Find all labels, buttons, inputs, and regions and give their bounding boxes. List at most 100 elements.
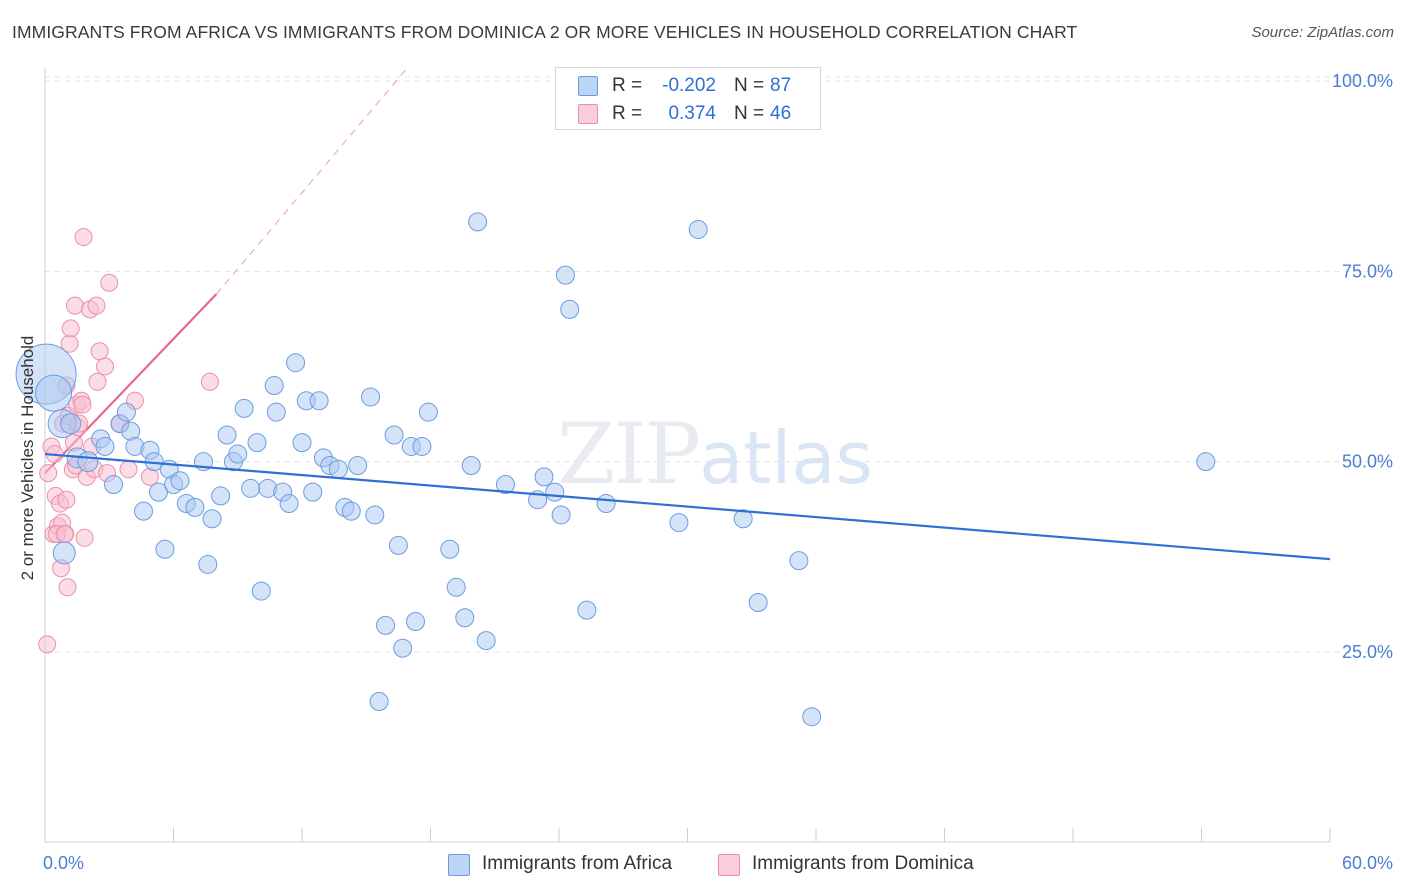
africa-point (60, 413, 82, 435)
source-credit: Source: ZipAtlas.com (1251, 24, 1394, 41)
dominica-point (87, 296, 106, 315)
dominica-point (200, 372, 219, 391)
dominica-trend-extension (215, 65, 410, 295)
africa-point (286, 353, 306, 373)
africa-point (241, 478, 261, 498)
africa-point (251, 581, 271, 601)
africa-point (264, 376, 284, 396)
africa-point (247, 433, 267, 453)
africa-point (228, 444, 248, 464)
africa-point (365, 505, 385, 525)
watermark: ZIPatlas (557, 405, 873, 503)
africa-point (406, 612, 426, 632)
africa-point (560, 299, 580, 319)
africa-point (35, 374, 73, 412)
africa-point (341, 501, 361, 521)
series-legend: Immigrants from Africa Immigrants from D… (0, 852, 1406, 878)
y-tick-label-75: 75.0% (1342, 261, 1393, 281)
dominica-point (74, 228, 93, 247)
africa-point (369, 691, 389, 711)
africa-point (202, 509, 222, 529)
africa-point (266, 402, 286, 422)
y-tick-label-25: 25.0% (1342, 642, 1393, 662)
africa-point (461, 455, 481, 475)
dominica-point (56, 524, 75, 543)
africa-swatch (578, 76, 598, 96)
africa-point (551, 505, 571, 525)
africa-point (748, 593, 768, 613)
africa-point (348, 455, 368, 475)
africa-point (476, 631, 496, 651)
africa-n-label: N = (734, 75, 765, 96)
africa-point (116, 402, 136, 422)
dominica-n-label: N = (734, 103, 765, 124)
africa-point (279, 494, 299, 514)
dominica-legend-label: Immigrants from Dominica (752, 853, 974, 874)
africa-point (468, 212, 488, 232)
africa-point (802, 707, 822, 727)
y-axis-label: 2 or more Vehicles in Household (18, 336, 37, 581)
africa-point (170, 471, 190, 491)
dominica-r-label: R = (612, 103, 643, 124)
y-tick-label-50: 50.0% (1342, 452, 1393, 472)
africa-point (234, 398, 254, 418)
africa-point (309, 391, 329, 411)
dominica-point (73, 395, 92, 414)
africa-n-value: 87 (770, 75, 792, 96)
dominica-point (39, 464, 58, 483)
africa-point (688, 219, 708, 239)
dominica-point (88, 372, 107, 391)
africa-point (733, 509, 753, 529)
africa-point (440, 539, 460, 559)
africa-point (1196, 452, 1216, 472)
africa-point (669, 513, 689, 533)
tick-labels: 25.0% 50.0% 75.0% 100.0% 0.0% 60.0% (43, 71, 1393, 873)
watermark-zip: ZIP (557, 405, 701, 503)
dominica-legend-swatch (718, 854, 740, 876)
africa-point (198, 554, 218, 574)
africa-point (185, 497, 205, 517)
africa-points (15, 212, 1216, 727)
watermark-atlas: atlas (699, 416, 874, 500)
africa-point (134, 501, 154, 521)
dominica-trend-layer (44, 65, 410, 474)
africa-point (52, 541, 76, 565)
dominica-point (61, 319, 80, 338)
africa-r-value: -0.202 (662, 75, 716, 96)
grid-lines (45, 76, 1392, 653)
africa-point (211, 486, 231, 506)
africa-point (376, 615, 396, 635)
africa-point (95, 436, 115, 456)
chart-title: IMMIGRANTS FROM AFRICA VS IMMIGRANTS FRO… (12, 22, 1078, 42)
africa-trend-layer (44, 452, 1331, 561)
dominica-n-value: 46 (770, 103, 792, 124)
dominica-point (38, 635, 57, 654)
africa-legend-label: Immigrants from Africa (482, 853, 673, 874)
africa-point (77, 451, 99, 473)
africa-point (495, 475, 515, 495)
africa-point (545, 482, 565, 502)
africa-point (789, 551, 809, 571)
x-tick-label-min: 0.0% (43, 853, 84, 873)
dominica-r-value: 0.374 (668, 103, 716, 124)
africa-point (149, 482, 169, 502)
africa-point (412, 436, 432, 456)
y-tick-label-100: 100.0% (1332, 71, 1393, 91)
x-tick-label-max: 60.0% (1342, 853, 1393, 873)
africa-point (361, 387, 381, 407)
africa-point (388, 535, 408, 555)
africa-legend-swatch (448, 854, 470, 876)
africa-trend-line (44, 452, 1331, 561)
africa-point (534, 467, 554, 487)
dominica-point (90, 342, 109, 361)
africa-point (292, 433, 312, 453)
africa-point (328, 459, 348, 479)
africa-point (155, 539, 175, 559)
africa-r-label: R = (612, 75, 643, 96)
africa-point (446, 577, 466, 597)
africa-point (596, 494, 616, 514)
dominica-point (100, 273, 119, 292)
dominica-point (95, 357, 114, 376)
dominica-point (75, 528, 94, 547)
africa-point (384, 425, 404, 445)
